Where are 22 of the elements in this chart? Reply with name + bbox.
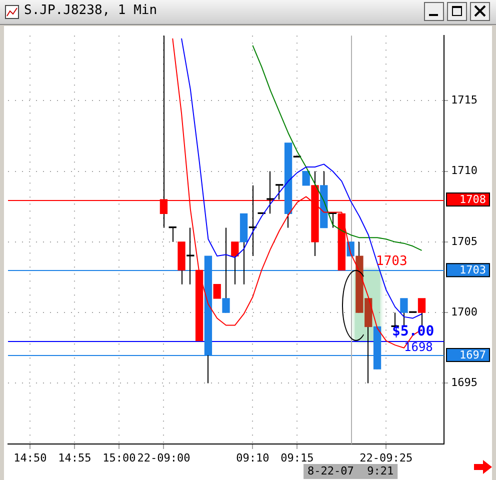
y-tick-label: 1705 [451,234,478,248]
ref-line-label: 1708 [460,192,486,206]
x-tick-label: 14:55 [58,451,92,464]
y-tick-label: 1715 [451,93,478,106]
annotation: 1703 [376,254,408,270]
y-tick-label: 1710 [451,164,478,178]
x-tick-label: 09:10 [236,451,270,464]
ref-line-label: 1698 [404,340,433,354]
ref-line-label: 1703 [460,264,486,277]
candlestick [266,171,274,214]
x-tick-label: 14:50 [14,451,47,464]
y-tick-label: 1700 [451,305,478,318]
chart-title: S.JP.J8238, 1 Min [24,3,158,18]
y-tick-label: 1695 [451,376,478,390]
annotation: $5.00 [392,323,434,340]
x-tick-label: 15:00 [102,451,136,464]
ref-line-label: 1697 [460,348,486,362]
x-tick-label: 8-22-07 9:21 [308,464,394,478]
x-tick-label: 22-09:00 [137,451,190,464]
candlestick [186,228,194,284]
x-tick-label: 22-09:25 [360,451,413,464]
x-tick-label: 09:15 [280,451,314,464]
